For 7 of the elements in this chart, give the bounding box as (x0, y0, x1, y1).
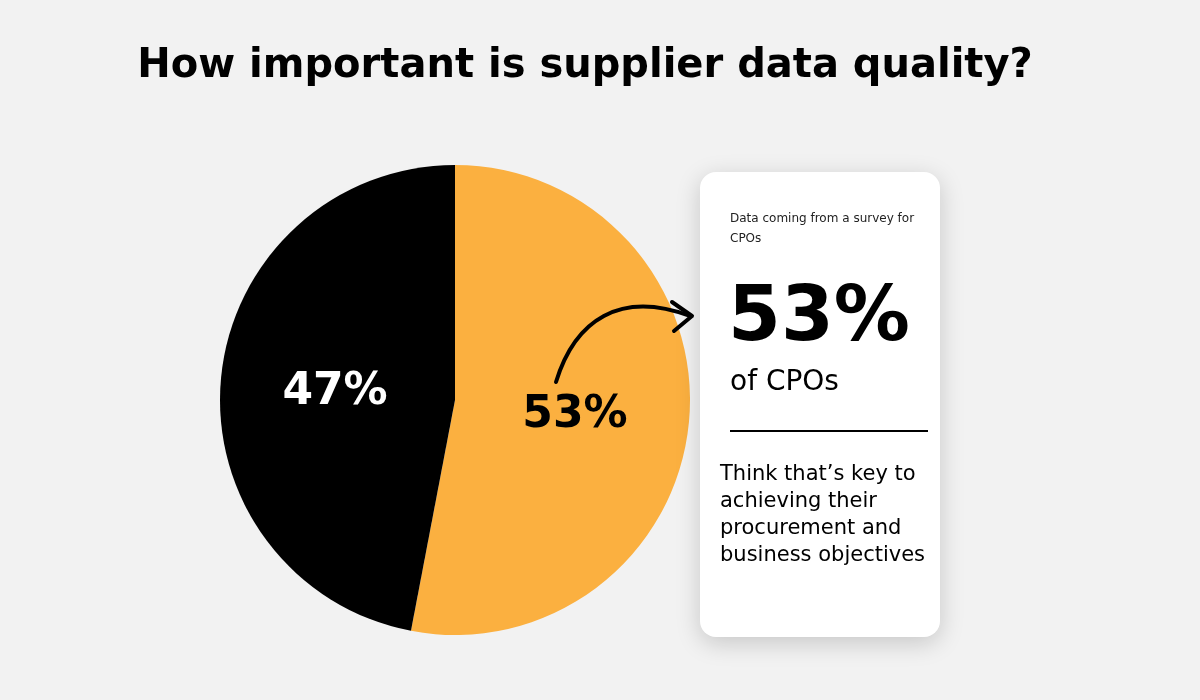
data-label: 53% (522, 385, 628, 437)
text: of CPOs (730, 364, 839, 398)
chart-title: How important is supplier data quality? (136, 40, 1034, 86)
text: 53% (728, 269, 910, 358)
text: Think that’s key to achieving their procurement and business objectives (720, 460, 927, 568)
data-label: 47% (282, 363, 388, 415)
text: Data coming from a survey for CPOs (730, 210, 916, 247)
